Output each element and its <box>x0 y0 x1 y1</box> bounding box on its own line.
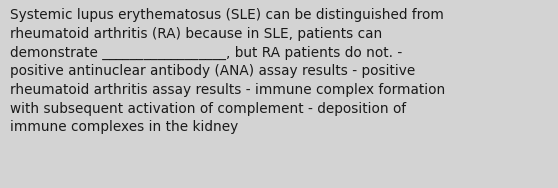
Text: Systemic lupus erythematosus (SLE) can be distinguished from
rheumatoid arthriti: Systemic lupus erythematosus (SLE) can b… <box>10 8 445 134</box>
